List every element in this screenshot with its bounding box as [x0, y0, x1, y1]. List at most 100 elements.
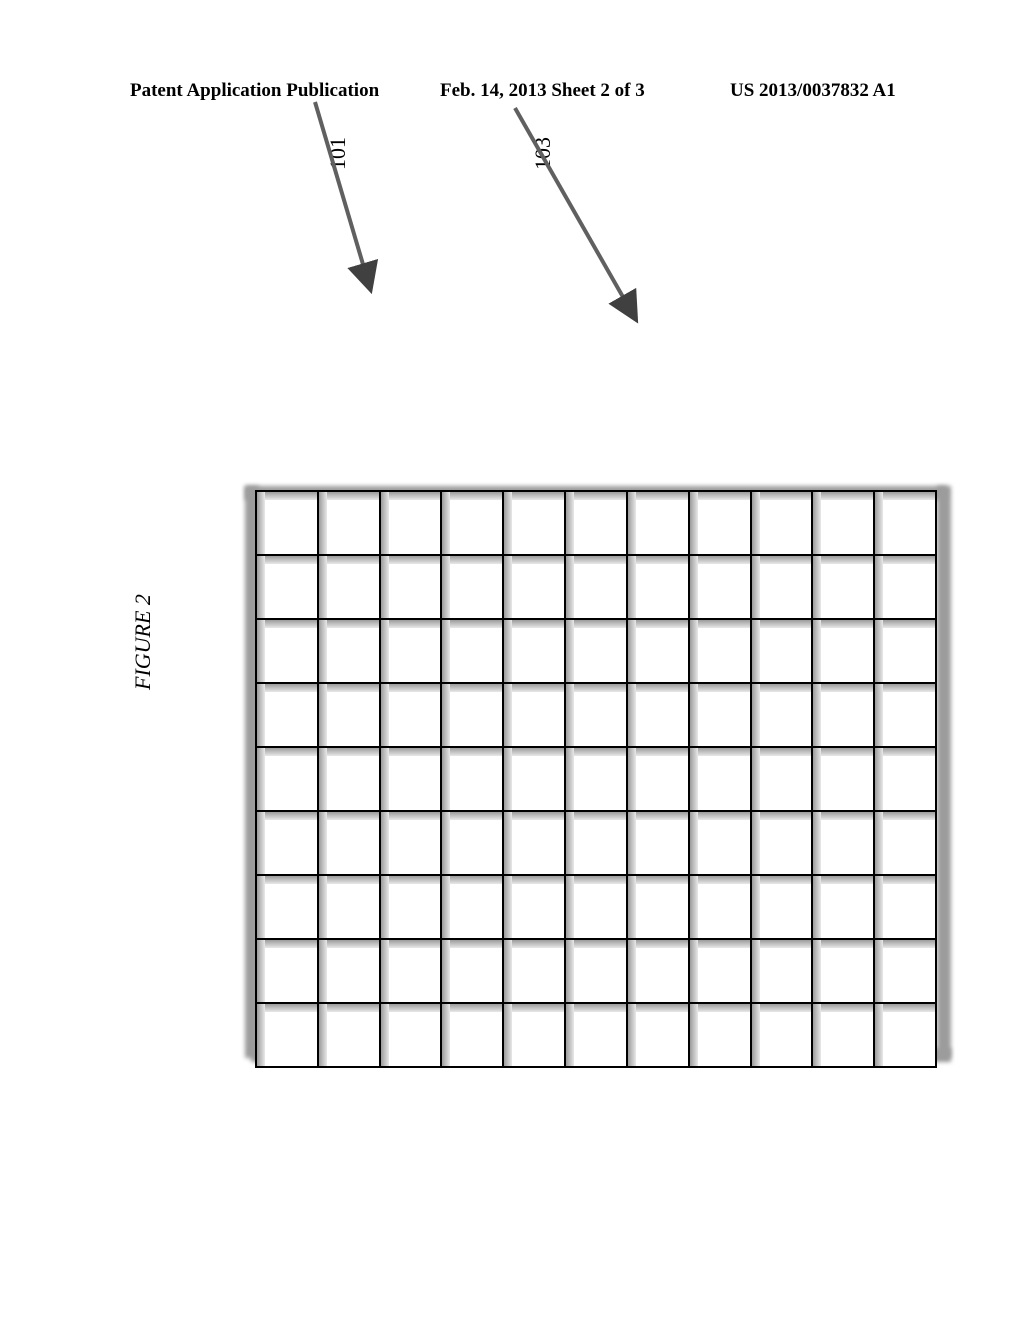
- grid-cell: [689, 619, 751, 683]
- grid-cell: [751, 555, 813, 619]
- grid-cell: [318, 619, 380, 683]
- grid-cell: [503, 875, 565, 939]
- grid-cell: [318, 491, 380, 555]
- grid-cell: [627, 555, 689, 619]
- grid-cell: [689, 1003, 751, 1067]
- grid-cell: [565, 939, 627, 1003]
- grid-cell: [627, 683, 689, 747]
- grid-cell: [689, 875, 751, 939]
- header-right: US 2013/0037832 A1: [730, 80, 896, 102]
- grid-cell: [874, 875, 936, 939]
- grid-cell: [565, 555, 627, 619]
- grid-cell: [874, 1003, 936, 1067]
- grid-cell: [874, 555, 936, 619]
- grid-cell: [751, 811, 813, 875]
- grid-cell: [812, 619, 874, 683]
- grid-cell: [380, 491, 442, 555]
- grid-cell: [318, 875, 380, 939]
- grid-cell: [318, 939, 380, 1003]
- grid-cell: [689, 491, 751, 555]
- grid-cell: [256, 811, 318, 875]
- grid-cell: [812, 683, 874, 747]
- grid-cell: [812, 1003, 874, 1067]
- figure-diagram: 101 103: [255, 280, 945, 1050]
- grid-cell: [689, 683, 751, 747]
- grid-cell: [380, 811, 442, 875]
- grid-cell: [751, 939, 813, 1003]
- grid-cell: [318, 747, 380, 811]
- grid-cell: [256, 875, 318, 939]
- grid-cell: [565, 1003, 627, 1067]
- grid-cell: [874, 619, 936, 683]
- grid-cell: [565, 811, 627, 875]
- leader-lines: [255, 90, 945, 350]
- grid-cell: [441, 683, 503, 747]
- grid-cell: [812, 747, 874, 811]
- grid-cell: [503, 747, 565, 811]
- grid-cell: [812, 939, 874, 1003]
- grid-cell: [751, 683, 813, 747]
- grid-cell: [380, 683, 442, 747]
- grid-cell: [627, 491, 689, 555]
- grid-cell: [565, 619, 627, 683]
- grid-cell: [874, 811, 936, 875]
- grid-cell: [627, 1003, 689, 1067]
- grid-cell: [441, 491, 503, 555]
- patent-page: Patent Application Publication Feb. 14, …: [0, 0, 1024, 1320]
- grid-cell: [380, 555, 442, 619]
- grid-cell: [256, 619, 318, 683]
- grid-cell: [627, 939, 689, 1003]
- grid-cell: [380, 747, 442, 811]
- grid-cell: [689, 747, 751, 811]
- grid-cell: [751, 491, 813, 555]
- grid-cell: [441, 811, 503, 875]
- grid-cell: [689, 555, 751, 619]
- grid-cell: [812, 491, 874, 555]
- grid-cell: [256, 1003, 318, 1067]
- grid-cell: [874, 939, 936, 1003]
- grid-cell: [751, 619, 813, 683]
- grid-cell: [627, 811, 689, 875]
- header-center: Feb. 14, 2013 Sheet 2 of 3: [440, 80, 645, 102]
- grid-cell: [256, 939, 318, 1003]
- grid-cell: [441, 1003, 503, 1067]
- grid-cell: [874, 747, 936, 811]
- grid-cell: [503, 683, 565, 747]
- grid-cell: [627, 747, 689, 811]
- grid-cell: [318, 555, 380, 619]
- grid-cell: [380, 939, 442, 1003]
- grid-cell: [318, 1003, 380, 1067]
- grid-cell: [503, 619, 565, 683]
- grid-cell: [256, 747, 318, 811]
- grid-cell: [256, 491, 318, 555]
- grid-cell: [812, 555, 874, 619]
- grid-cell: [565, 491, 627, 555]
- grid-cell: [503, 939, 565, 1003]
- grid-cell: [318, 683, 380, 747]
- grid-cell: [441, 939, 503, 1003]
- leader-101: [315, 102, 370, 288]
- grid-cell: [441, 747, 503, 811]
- grid-cell: [503, 811, 565, 875]
- grid-cell: [565, 875, 627, 939]
- figure-label: FIGURE 2: [130, 594, 156, 690]
- grid-cell: [256, 683, 318, 747]
- header-left: Patent Application Publication: [130, 80, 379, 102]
- ref-label-101: 101: [325, 137, 351, 170]
- grid-cell: [441, 875, 503, 939]
- grid-cell: [318, 811, 380, 875]
- ref-label-103: 103: [530, 137, 556, 170]
- grid-wrap: [255, 490, 945, 1050]
- grid-cell: [812, 875, 874, 939]
- grid-cell: [627, 619, 689, 683]
- grid-cell: [689, 811, 751, 875]
- grid-cell: [503, 555, 565, 619]
- grid-cell: [751, 875, 813, 939]
- grid-cell: [565, 747, 627, 811]
- grid-cell: [874, 491, 936, 555]
- grid-cell: [380, 1003, 442, 1067]
- grid-cell: [503, 491, 565, 555]
- pixel-grid: [255, 490, 937, 1068]
- grid-cell: [565, 683, 627, 747]
- grid-cell: [627, 875, 689, 939]
